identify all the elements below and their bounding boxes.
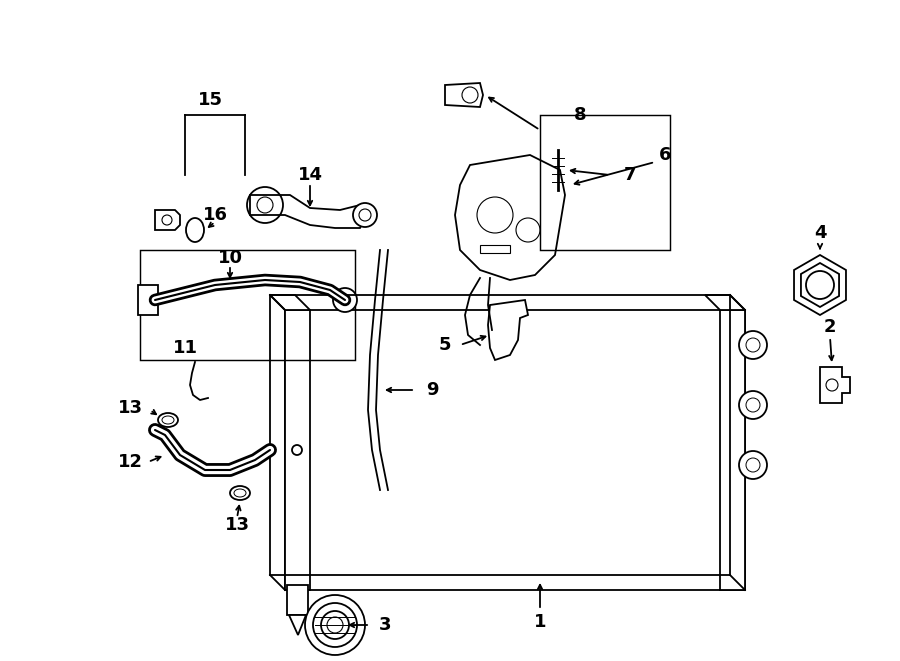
Polygon shape [155,210,180,230]
Circle shape [739,451,767,479]
Bar [285,310,745,590]
Text: 16: 16 [202,206,228,224]
Polygon shape [289,615,306,635]
Polygon shape [250,195,365,228]
Polygon shape [445,83,483,107]
Text: 13: 13 [118,399,142,417]
Ellipse shape [230,486,250,500]
Circle shape [305,595,365,655]
Bar [285,310,310,590]
Polygon shape [488,300,528,360]
Text: 3: 3 [379,616,392,634]
Text: 5: 5 [439,336,451,354]
Polygon shape [794,255,846,315]
Polygon shape [820,367,850,403]
Text: 14: 14 [298,166,322,184]
Text: 1: 1 [534,613,546,631]
Bar [287,585,308,615]
Bar [720,310,745,590]
Bar [138,285,158,315]
Text: 12: 12 [118,453,142,471]
Text: 9: 9 [426,381,438,399]
Circle shape [333,288,357,312]
Text: 8: 8 [573,106,586,124]
Polygon shape [705,295,745,310]
Circle shape [313,603,357,647]
Circle shape [353,203,377,227]
Bar [140,250,355,360]
Polygon shape [270,295,310,310]
Text: 2: 2 [824,318,836,336]
Text: 6: 6 [659,146,671,164]
Bar [480,245,510,253]
Text: 4: 4 [814,224,826,242]
Bar [540,115,670,250]
Text: 13: 13 [224,516,249,534]
Circle shape [739,331,767,359]
Ellipse shape [158,413,178,427]
Text: 15: 15 [197,91,222,109]
Polygon shape [455,155,565,280]
Circle shape [739,391,767,419]
Text: 7: 7 [624,166,636,184]
Text: 11: 11 [173,339,197,357]
Text: 10: 10 [218,249,242,267]
Ellipse shape [186,218,204,242]
